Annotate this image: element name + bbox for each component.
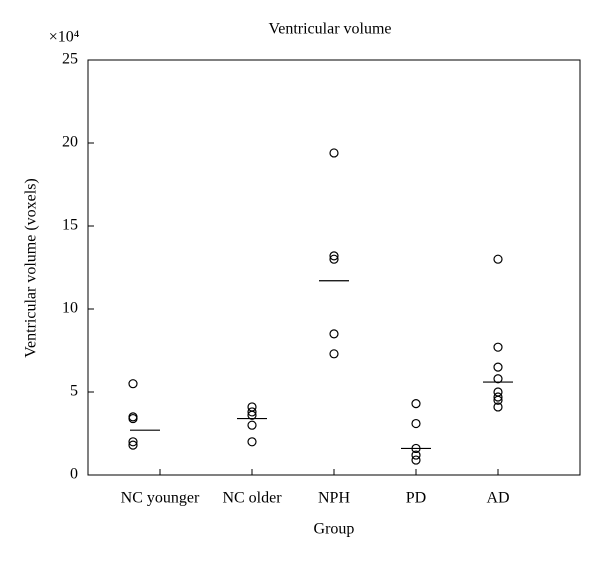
data-point <box>247 420 257 430</box>
data-point <box>329 349 339 359</box>
y-tick-label: 20 <box>62 134 78 151</box>
x-tick-label: NC younger <box>121 490 200 507</box>
data-point <box>411 455 421 465</box>
data-point <box>493 362 503 372</box>
data-point <box>329 148 339 158</box>
x-axis-label: Group <box>314 521 355 538</box>
x-tick-label: NC older <box>222 490 282 507</box>
data-point <box>329 254 339 264</box>
data-point <box>493 342 503 352</box>
data-point <box>493 374 503 384</box>
data-point <box>247 410 257 420</box>
data-point <box>493 402 503 412</box>
y-axis-label: Ventricular volume (voxels) <box>23 178 40 358</box>
chart-title: Ventricular volume <box>268 21 391 38</box>
data-point <box>128 413 138 424</box>
data-point <box>329 251 339 261</box>
data-point <box>411 418 421 429</box>
y-tick-label: 25 <box>62 51 78 68</box>
x-tick-label: NPH <box>318 490 350 507</box>
data-point <box>128 379 138 389</box>
y-tick-label: 5 <box>70 383 78 400</box>
data-point <box>128 437 138 447</box>
data-point <box>329 329 339 339</box>
data-point <box>411 450 421 460</box>
y-tick-label: 0 <box>70 466 78 483</box>
x-tick-label: PD <box>406 490 426 507</box>
y-tick-label: 10 <box>62 300 78 317</box>
data-point <box>411 399 421 409</box>
data-point <box>247 407 257 417</box>
data-point <box>493 392 503 402</box>
data-point <box>493 254 503 264</box>
plot-frame <box>87 59 581 476</box>
data-point <box>493 395 503 405</box>
x-tick-label: AD <box>486 490 509 507</box>
data-point <box>128 440 138 450</box>
y-multiplier: ×10⁴ <box>49 29 80 46</box>
data-point <box>247 437 257 447</box>
y-tick-label: 15 <box>62 217 78 234</box>
